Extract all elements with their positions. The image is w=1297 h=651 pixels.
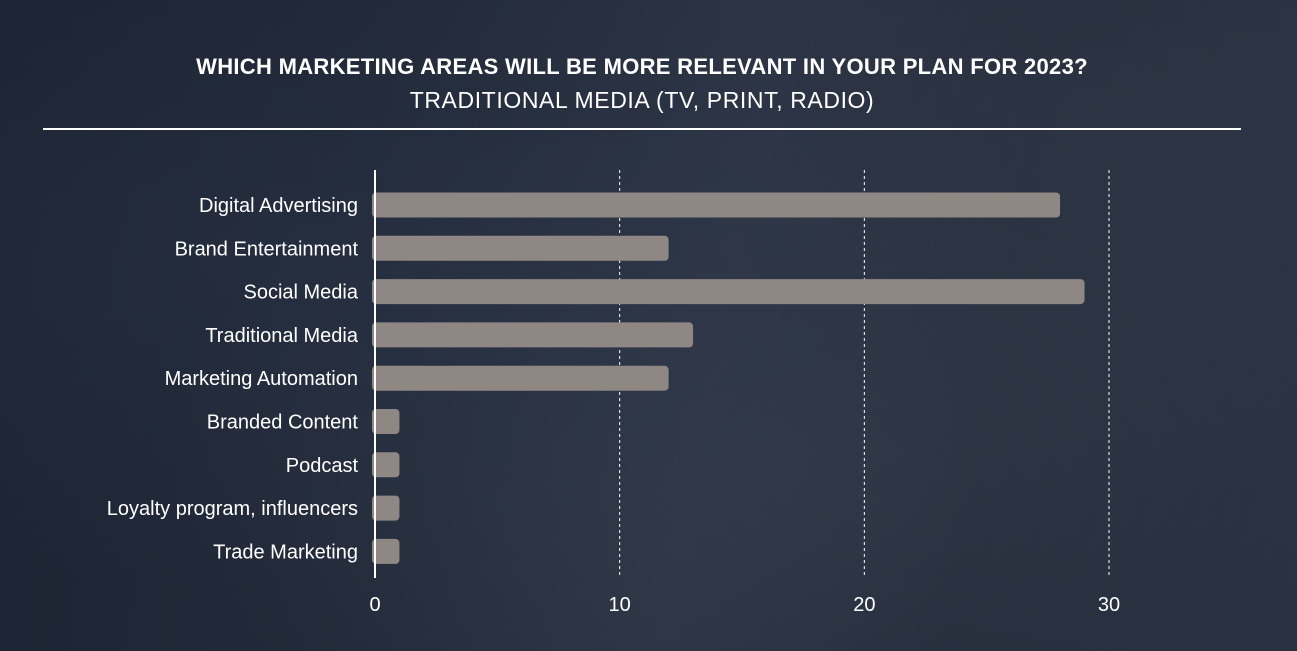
category-label: Brand Entertainment	[175, 238, 359, 260]
bar-traditional-media	[372, 322, 694, 348]
x-tick-label: 0	[369, 594, 380, 616]
bars	[372, 192, 1085, 564]
bar-podcast	[372, 452, 400, 478]
bar-loyalty-program-influencers	[372, 495, 400, 521]
category-label: Digital Advertising	[199, 195, 358, 217]
x-tick-label: 20	[853, 594, 875, 616]
category-label: Trade Marketing	[213, 541, 358, 563]
bar-marketing-automation	[372, 365, 669, 391]
category-label: Marketing Automation	[165, 368, 358, 390]
category-labels: Digital Advertising Brand Entertainment So…	[107, 195, 359, 563]
x-tick-label: 10	[609, 594, 631, 616]
category-label: Social Media	[243, 282, 358, 304]
grid-lines	[619, 170, 1110, 578]
category-label: Branded Content	[207, 412, 359, 434]
x-tick-label: 30	[1098, 594, 1120, 616]
chart-subtitle: TRADITIONAL MEDIA (TV, PRINT, RADIO)	[409, 87, 875, 113]
category-label: Podcast	[286, 455, 359, 477]
x-axis-ticks: 0 10 20 30	[369, 594, 1120, 616]
bar-branded-content	[372, 409, 400, 434]
bar-digital-advertising	[372, 192, 1061, 218]
bar-trade-marketing	[372, 538, 400, 564]
category-label: Loyalty program, influencers	[107, 498, 358, 520]
title-divider	[43, 128, 1241, 130]
chart-title: WHICH MARKETING AREAS WILL BE MORE RELEV…	[196, 54, 1088, 79]
category-label: Traditional Media	[205, 325, 359, 347]
bar-brand-entertainment	[372, 235, 669, 261]
bar-social-media	[372, 279, 1085, 305]
